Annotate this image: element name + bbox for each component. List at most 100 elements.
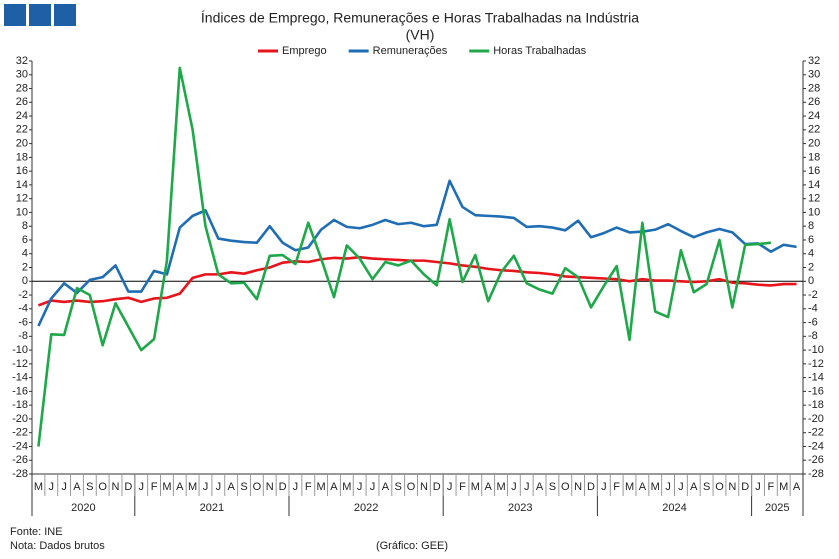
y2-tick-label: -24 bbox=[808, 440, 824, 452]
y2-tick-label: 22 bbox=[808, 124, 820, 136]
y2-tick-label: -2 bbox=[808, 289, 818, 301]
x-tick-label: A bbox=[793, 481, 801, 493]
x-tick-label: M bbox=[496, 481, 505, 493]
y-tick-label: 6 bbox=[22, 234, 28, 246]
year-label: 2024 bbox=[662, 502, 686, 514]
y-tick-label: 16 bbox=[16, 165, 28, 177]
x-tick-label: A bbox=[382, 481, 390, 493]
y2-tick-label: -6 bbox=[808, 316, 818, 328]
y-tick-label: 20 bbox=[16, 138, 28, 150]
legend-label: Remunerações bbox=[373, 45, 448, 57]
y-tick-label: 10 bbox=[16, 206, 28, 218]
credit: (Gráfico: GEE) bbox=[376, 540, 448, 552]
note: Nota: Dados brutos bbox=[10, 540, 105, 552]
x-tick-label: J bbox=[357, 481, 363, 493]
x-tick-label: F bbox=[459, 481, 466, 493]
x-tick-label: N bbox=[266, 481, 274, 493]
y2-tick-label: 10 bbox=[808, 206, 820, 218]
x-tick-label: A bbox=[176, 481, 184, 493]
x-tick-label: J bbox=[755, 481, 761, 493]
y2-tick-label: 18 bbox=[808, 151, 820, 163]
legend-label: Horas Trabalhadas bbox=[493, 45, 586, 57]
x-tick-label: O bbox=[98, 481, 107, 493]
y2-tick-label: 6 bbox=[808, 234, 814, 246]
y-tick-label: 24 bbox=[16, 110, 28, 122]
x-tick-label: M bbox=[162, 481, 171, 493]
x-tick-label: J bbox=[665, 481, 671, 493]
y2-tick-label: 30 bbox=[808, 69, 820, 81]
x-tick-label: F bbox=[151, 481, 158, 493]
y2-tick-label: -16 bbox=[808, 385, 824, 397]
x-tick-label: J bbox=[524, 481, 530, 493]
chart-title: Índices de Emprego, Remunerações e Horas… bbox=[201, 10, 639, 26]
y2-tick-label: 16 bbox=[808, 165, 820, 177]
logo-block bbox=[54, 4, 76, 26]
x-tick-label: J bbox=[49, 481, 55, 493]
x-tick-label: O bbox=[407, 481, 416, 493]
y-tick-label: -28 bbox=[12, 468, 28, 480]
y2-tick-label: -26 bbox=[808, 454, 824, 466]
x-tick-label: J bbox=[61, 481, 67, 493]
y-tick-label: -6 bbox=[18, 316, 28, 328]
y-tick-label: 8 bbox=[22, 220, 28, 232]
x-tick-label: S bbox=[395, 481, 402, 493]
y-tick-label: -20 bbox=[12, 413, 28, 425]
y-tick-label: 28 bbox=[16, 82, 28, 94]
year-label: 2025 bbox=[765, 502, 789, 514]
x-tick-label: A bbox=[73, 481, 81, 493]
y-tick-label: -4 bbox=[18, 303, 28, 315]
year-label: 2022 bbox=[354, 502, 378, 514]
x-tick-label: N bbox=[728, 481, 736, 493]
y2-tick-label: 2 bbox=[808, 261, 814, 273]
y-tick-label: -8 bbox=[18, 330, 28, 342]
x-tick-label: J bbox=[293, 481, 299, 493]
y-tick-label: 18 bbox=[16, 151, 28, 163]
x-tick-label: O bbox=[561, 481, 570, 493]
y2-tick-label: 8 bbox=[808, 220, 814, 232]
chart-subtitle: (VH) bbox=[406, 27, 435, 43]
y2-tick-label: 26 bbox=[808, 96, 820, 108]
series-line bbox=[37, 255, 797, 307]
x-tick-label: M bbox=[188, 481, 197, 493]
x-tick-label: A bbox=[536, 481, 544, 493]
year-label: 2020 bbox=[71, 502, 95, 514]
legend-label: Emprego bbox=[282, 45, 327, 57]
logo-block bbox=[29, 4, 51, 26]
x-tick-label: D bbox=[587, 481, 595, 493]
x-tick-label: N bbox=[112, 481, 120, 493]
x-tick-label: F bbox=[768, 481, 775, 493]
y-tick-label: 12 bbox=[16, 193, 28, 205]
x-tick-label: S bbox=[86, 481, 93, 493]
x-tick-label: S bbox=[703, 481, 710, 493]
y2-tick-label: -12 bbox=[808, 358, 824, 370]
y2-tick-label: 24 bbox=[808, 110, 820, 122]
y-tick-label: 22 bbox=[16, 124, 28, 136]
x-tick-label: A bbox=[690, 481, 698, 493]
year-label: 2021 bbox=[200, 502, 224, 514]
x-tick-label: S bbox=[240, 481, 247, 493]
x-tick-label: J bbox=[447, 481, 453, 493]
y-tick-label: -16 bbox=[12, 385, 28, 397]
y-tick-label: -26 bbox=[12, 454, 28, 466]
y-tick-label: 26 bbox=[16, 96, 28, 108]
x-tick-label: J bbox=[203, 481, 209, 493]
y2-tick-label: -22 bbox=[808, 427, 824, 439]
x-tick-label: N bbox=[420, 481, 428, 493]
year-label: 2023 bbox=[508, 502, 532, 514]
x-tick-label: M bbox=[34, 481, 43, 493]
y2-tick-label: 20 bbox=[808, 138, 820, 150]
x-tick-label: O bbox=[253, 481, 262, 493]
y-tick-label: 32 bbox=[16, 55, 28, 67]
y2-tick-label: -10 bbox=[808, 344, 824, 356]
x-tick-label: J bbox=[511, 481, 517, 493]
y2-tick-label: -4 bbox=[808, 303, 818, 315]
y2-tick-label: -28 bbox=[808, 468, 824, 480]
y-tick-label: -22 bbox=[12, 427, 28, 439]
x-tick-label: D bbox=[124, 481, 132, 493]
y-tick-label: -18 bbox=[12, 399, 28, 411]
logo-block bbox=[4, 4, 26, 26]
x-tick-label: D bbox=[741, 481, 749, 493]
y-tick-label: 14 bbox=[16, 179, 28, 191]
x-tick-label: A bbox=[228, 481, 236, 493]
